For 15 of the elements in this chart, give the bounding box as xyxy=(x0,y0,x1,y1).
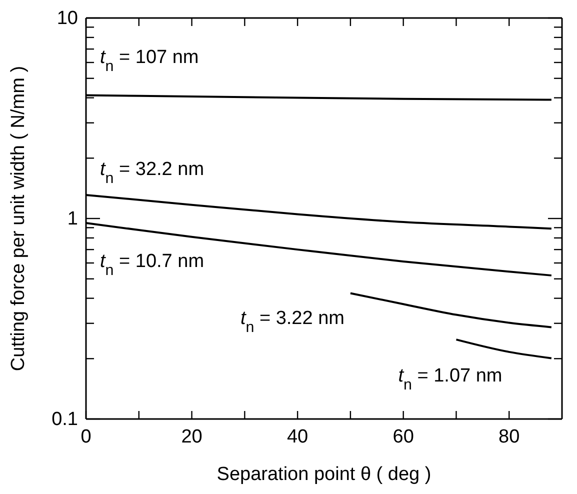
x-tick-label: 80 xyxy=(498,426,520,448)
x-tick-label: 40 xyxy=(286,426,308,448)
series-label: t$_{n}$ = 10.7 nm xyxy=(100,250,204,278)
x-axis-title: Separation point θ ( deg ) xyxy=(216,464,432,485)
series-label: t$_{n}$ = 1.07 nm xyxy=(398,366,502,394)
x-tick-label: 20 xyxy=(181,426,202,448)
series-label: t$_{n}$ = 32.2 nm xyxy=(100,159,204,187)
y-tick-label: 1 xyxy=(67,208,78,230)
series-label: t$_{n}$ = 3.22 nm xyxy=(240,308,344,336)
y-tick-label: 10 xyxy=(56,8,78,30)
y-axis-title: Cutting force per unit width ( N/mm ) xyxy=(8,66,29,372)
y-tick-label: 0.1 xyxy=(52,409,78,430)
x-tick-label: 0 xyxy=(80,426,92,448)
x-tick-label: 60 xyxy=(392,426,414,448)
legend-label: t$_{n}$ = 107 nm xyxy=(100,47,199,75)
